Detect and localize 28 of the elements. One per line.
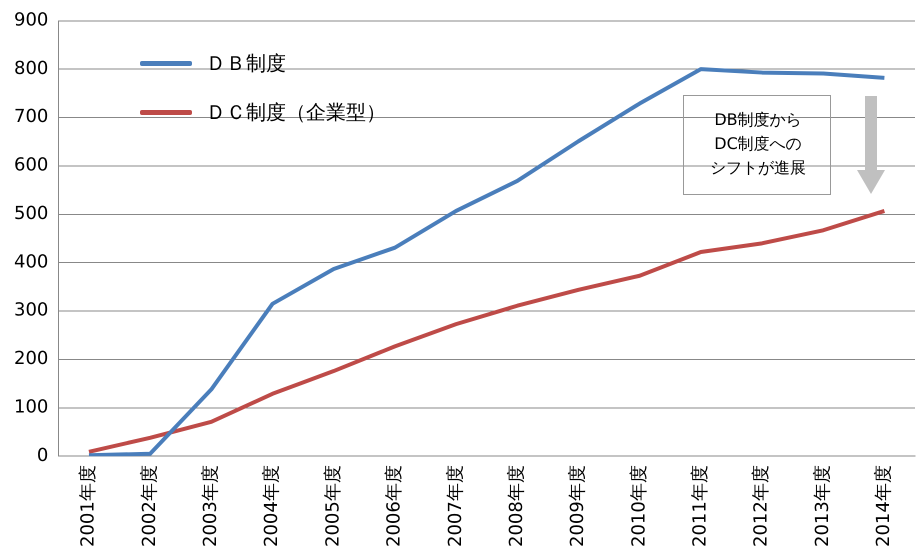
y-tick-label: 600	[14, 154, 48, 176]
y-tick-label: 800	[14, 58, 48, 79]
x-tick-label: 2011年度	[690, 465, 711, 548]
x-tick-label: 2008年度	[506, 465, 527, 548]
y-tick-label: 100	[14, 396, 48, 418]
x-tick-label: 2010年度	[628, 465, 650, 548]
y-tick-label: 0	[36, 444, 48, 466]
legend-label: ＤＣ制度（企業型）	[206, 99, 386, 126]
x-tick-label: 2001年度	[78, 465, 99, 548]
x-tick-label: 2003年度	[200, 465, 221, 548]
legend-label: ＤＢ制度	[206, 50, 286, 77]
x-tick-label: 2013年度	[812, 465, 833, 548]
x-tick-label: 2005年度	[322, 465, 344, 548]
x-tick-label: 2012年度	[750, 465, 772, 548]
x-tick-label: 2002年度	[138, 465, 160, 548]
x-tick-label: 2007年度	[444, 465, 466, 548]
x-tick-label: 2014年度	[873, 465, 894, 548]
annotation: DB制度からDC制度へのシフトが進展	[710, 109, 806, 179]
y-tick-label: 200	[14, 348, 48, 370]
y-tick-label: 500	[14, 202, 48, 224]
x-tick-label: 2004年度	[261, 465, 282, 548]
x-tick-label: 2006年度	[384, 465, 405, 548]
text-box: DB制度からDC制度へのシフトが進展	[683, 95, 831, 195]
y-tick-label: 900	[14, 9, 48, 30]
x-tick-label: 2009年度	[567, 465, 588, 548]
y-tick-label: 300	[14, 300, 48, 321]
y-tick-label: 400	[14, 251, 48, 272]
y-tick-label: 700	[14, 106, 48, 128]
